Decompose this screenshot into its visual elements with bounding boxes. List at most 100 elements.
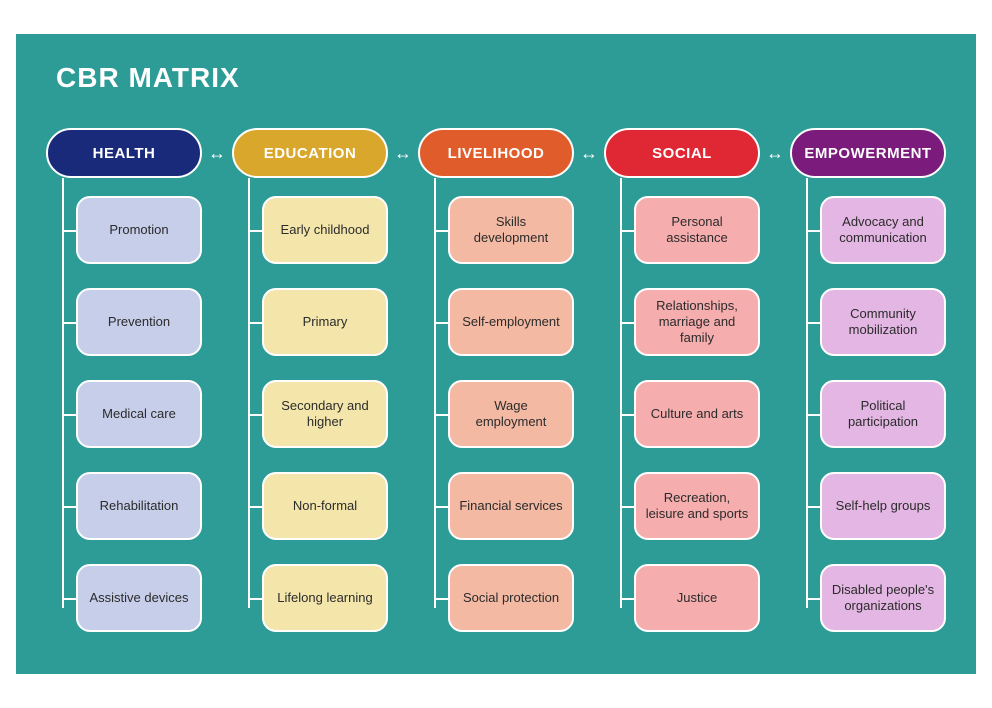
matrix-card: Assistive devices — [76, 564, 202, 632]
column-headers-row: HEALTH↔EDUCATION↔LIVELIHOOD↔SOCIAL↔EMPOW… — [46, 128, 946, 178]
item-row: Relationships, marriage and family — [634, 276, 760, 368]
item-row: Promotion — [76, 184, 202, 276]
matrix-card: Self-employment — [448, 288, 574, 356]
item-row: Social protection — [448, 552, 574, 644]
item-row: Recreation, leisure and sports — [634, 460, 760, 552]
tree-branch — [620, 230, 634, 232]
matrix-card: Promotion — [76, 196, 202, 264]
matrix-card: Early childhood — [262, 196, 388, 264]
item-row: Skills development — [448, 184, 574, 276]
tree-branch — [806, 414, 820, 416]
tree-branch — [434, 322, 448, 324]
item-row: Prevention — [76, 276, 202, 368]
item-row: Secondary and higher — [262, 368, 388, 460]
matrix-card: Skills development — [448, 196, 574, 264]
matrix-card: Advocacy and communication — [820, 196, 946, 264]
matrix-card: Personal assistance — [634, 196, 760, 264]
tree-branch — [806, 506, 820, 508]
tree-branch — [248, 322, 262, 324]
tree-branch — [806, 598, 820, 600]
tree-stem — [248, 178, 250, 608]
column-items: Early childhood Primary Secondary and high… — [262, 184, 388, 644]
column-header: EDUCATION — [232, 128, 388, 178]
tree-branch — [62, 414, 76, 416]
tree-branch — [806, 230, 820, 232]
matrix-column: Promotion Prevention Medical care Rehabilit… — [46, 178, 202, 644]
item-row: Primary — [262, 276, 388, 368]
matrix-card: Prevention — [76, 288, 202, 356]
tree-stem — [434, 178, 436, 608]
item-row: Rehabilitation — [76, 460, 202, 552]
matrix-title: CBR MATRIX — [56, 62, 946, 94]
matrix-column: Advocacy and communication Community mobi… — [790, 178, 946, 644]
item-row: Financial services — [448, 460, 574, 552]
column-items: Personal assistance Relationships, marria… — [634, 184, 760, 644]
matrix-card: Relationships, marriage and family — [634, 288, 760, 356]
double-arrow-icon: ↔ — [202, 143, 232, 164]
matrix-card: Culture and arts — [634, 380, 760, 448]
tree-branch — [62, 598, 76, 600]
matrix-card: Rehabilitation — [76, 472, 202, 540]
matrix-card: Self-help groups — [820, 472, 946, 540]
column-header: EMPOWERMENT — [790, 128, 946, 178]
tree-branch — [434, 414, 448, 416]
column-header: HEALTH — [46, 128, 202, 178]
column-items: Promotion Prevention Medical care Rehabilit… — [76, 184, 202, 644]
matrix-column: Skills development Self-employment Wage em… — [418, 178, 574, 644]
tree-branch — [620, 322, 634, 324]
matrix-card: Secondary and higher — [262, 380, 388, 448]
matrix-card: Disabled people's organizations — [820, 564, 946, 632]
tree-stem — [62, 178, 64, 608]
double-arrow-icon: ↔ — [388, 143, 418, 164]
cbr-matrix-canvas: CBR MATRIX HEALTH↔EDUCATION↔LIVELIHOOD↔S… — [16, 34, 976, 674]
item-row: Disabled people's organizations — [820, 552, 946, 644]
matrix-card: Non-formal — [262, 472, 388, 540]
matrix-card: Financial services — [448, 472, 574, 540]
tree-branch — [620, 414, 634, 416]
double-arrow-icon: ↔ — [760, 143, 790, 164]
item-row: Wage employment — [448, 368, 574, 460]
tree-branch — [248, 598, 262, 600]
item-row: Medical care — [76, 368, 202, 460]
matrix-column: Personal assistance Relationships, marria… — [604, 178, 760, 644]
matrix-card: Lifelong learning — [262, 564, 388, 632]
matrix-card: Primary — [262, 288, 388, 356]
item-row: Lifelong learning — [262, 552, 388, 644]
tree-branch — [248, 414, 262, 416]
item-row: Early childhood — [262, 184, 388, 276]
matrix-card: Justice — [634, 564, 760, 632]
matrix-card: Recreation, leisure and sports — [634, 472, 760, 540]
matrix-column: Early childhood Primary Secondary and high… — [232, 178, 388, 644]
item-row: Culture and arts — [634, 368, 760, 460]
item-row: Personal assistance — [634, 184, 760, 276]
item-row: Political participation — [820, 368, 946, 460]
matrix-card: Community mobilization — [820, 288, 946, 356]
tree-branch — [434, 230, 448, 232]
tree-stem — [620, 178, 622, 608]
column-header: SOCIAL — [604, 128, 760, 178]
column-items: Skills development Self-employment Wage em… — [448, 184, 574, 644]
column-header: LIVELIHOOD — [418, 128, 574, 178]
item-row: Advocacy and communication — [820, 184, 946, 276]
item-row: Self-employment — [448, 276, 574, 368]
item-row: Assistive devices — [76, 552, 202, 644]
tree-branch — [806, 322, 820, 324]
tree-branch — [620, 598, 634, 600]
tree-branch — [62, 322, 76, 324]
column-spacer — [574, 178, 604, 644]
tree-branch — [248, 230, 262, 232]
tree-branch — [62, 506, 76, 508]
column-spacer — [202, 178, 232, 644]
item-row: Justice — [634, 552, 760, 644]
tree-branch — [62, 230, 76, 232]
column-items: Advocacy and communication Community mobi… — [820, 184, 946, 644]
item-row: Self-help groups — [820, 460, 946, 552]
tree-branch — [620, 506, 634, 508]
matrix-card: Medical care — [76, 380, 202, 448]
column-spacer — [388, 178, 418, 644]
columns-container: Promotion Prevention Medical care Rehabilit… — [46, 178, 946, 644]
double-arrow-icon: ↔ — [574, 143, 604, 164]
tree-stem — [806, 178, 808, 608]
matrix-card: Political participation — [820, 380, 946, 448]
tree-branch — [434, 598, 448, 600]
